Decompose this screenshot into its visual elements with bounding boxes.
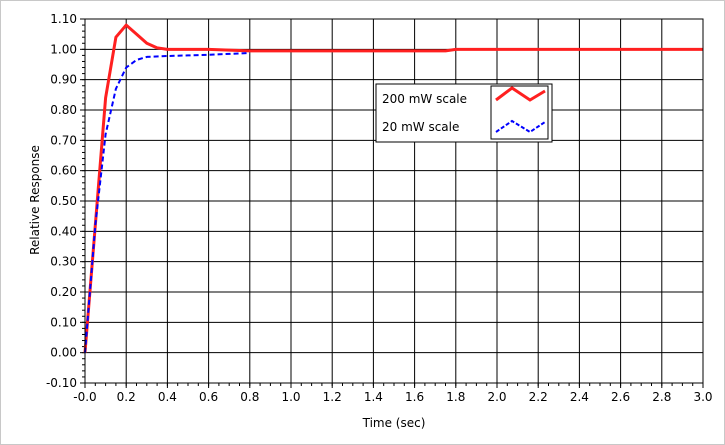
x-tick-label: 1.2: [323, 390, 342, 404]
x-axis-title: Time (sec): [362, 416, 426, 430]
y-tick-label: 0.30: [50, 255, 77, 269]
y-tick-label: 0.90: [50, 73, 77, 87]
y-tick-label: 0.40: [50, 224, 77, 238]
x-tick-label: 0.4: [158, 390, 177, 404]
legend-swatch-20mw: [495, 119, 546, 134]
x-tick-label: 2.4: [570, 390, 589, 404]
x-tick-label: 1.8: [446, 390, 465, 404]
series-layer: [83, 18, 704, 384]
x-tick-label: -0.0: [73, 390, 96, 404]
series-line-20mw: [84, 51, 250, 353]
x-tick-label: 2.2: [529, 390, 548, 404]
y-tick-label: 1.10: [50, 12, 77, 26]
x-tick-label: 0.8: [240, 390, 259, 404]
y-tick-label: 0.10: [50, 315, 77, 329]
y-tick-label: 1.00: [50, 42, 77, 56]
y-tick-label: 0.80: [50, 103, 77, 117]
series-line-200mw: [83, 23, 703, 353]
legend-swatch-200mw: [495, 86, 546, 102]
plot-border: [84, 18, 704, 384]
x-tick-labels: -0.0 0.2 0.4 0.6 0.8 1.0 1.2 1.4 1.6 1.8 2.0 2.2 2.4…: [73, 390, 712, 404]
legend: 200 mW scale 20 mW scale: [375, 83, 553, 143]
y-tick-labels: 1.10 1.00 0.90 0.80 0.70 0.60 0.50 0.40 0.30 0.20…: [46, 12, 77, 390]
y-tick-label: 0.50: [50, 194, 77, 208]
x-tick-label: 1.6: [405, 390, 424, 404]
y-tick-label: -0.10: [46, 376, 77, 390]
x-tick-label: 0.6: [199, 390, 218, 404]
y-axis-title: Relative Response: [28, 145, 42, 255]
y-tick-label: 0.70: [50, 133, 77, 147]
y-tick-label: 0.60: [50, 164, 77, 178]
x-tick-label: 2.0: [487, 390, 506, 404]
legend-label-20mw: 20 mW scale: [382, 120, 459, 134]
y-tick-label: 0.00: [50, 346, 77, 360]
x-tick-label: 1.4: [364, 390, 383, 404]
x-tick-label: 2.6: [611, 390, 630, 404]
y-tick-label: 0.20: [50, 285, 77, 299]
legend-label-200mw: 200 mW scale: [382, 92, 467, 106]
x-tick-label: 1.0: [281, 390, 300, 404]
x-tick-label: 3.0: [693, 390, 712, 404]
x-tick-label: 2.8: [652, 390, 671, 404]
x-tick-label: 0.2: [117, 390, 136, 404]
